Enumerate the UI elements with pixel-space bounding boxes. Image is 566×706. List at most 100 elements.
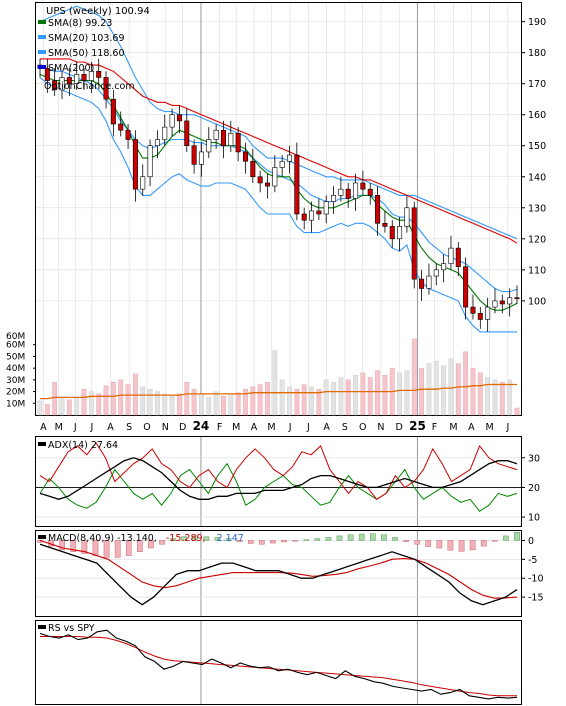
volume-bar bbox=[507, 379, 513, 416]
volume-tick-label: 60M bbox=[6, 341, 25, 351]
candle-body bbox=[52, 80, 58, 91]
adx-title: ADX(14) 27.64 bbox=[48, 440, 118, 451]
macd-histogram-bar bbox=[236, 540, 243, 542]
macd-histogram-bar bbox=[514, 532, 520, 541]
macd-histogram-bar bbox=[325, 537, 332, 541]
volume-bar bbox=[66, 399, 72, 416]
volume-bar bbox=[477, 372, 483, 416]
legend-sma200: SMA(200) bbox=[48, 63, 94, 74]
macd-histogram-bar bbox=[281, 540, 287, 543]
price-tick-label: 150 bbox=[528, 141, 546, 152]
volume-bar bbox=[404, 370, 410, 416]
macd-histogram-bar bbox=[270, 540, 276, 544]
x-tick-label: D bbox=[179, 422, 186, 433]
x-tick-label: 25 bbox=[409, 419, 426, 433]
volume-bar bbox=[59, 398, 65, 416]
x-tick-label: M bbox=[486, 422, 494, 433]
x-tick-label: J bbox=[505, 422, 509, 433]
volume-bar bbox=[103, 385, 109, 416]
macd-histogram-bar bbox=[347, 534, 354, 541]
candle-body bbox=[287, 154, 293, 162]
macd-histogram-bar bbox=[503, 535, 509, 541]
candle-body bbox=[198, 151, 204, 165]
adx-tick-label: 30 bbox=[528, 453, 540, 464]
candle-body bbox=[140, 176, 146, 190]
volume-bar bbox=[470, 367, 476, 416]
legend-sma20: SMA(20) 103.69 bbox=[48, 33, 125, 44]
candle-body bbox=[294, 154, 300, 215]
macd-histogram-bar bbox=[392, 537, 398, 541]
volume-bar bbox=[331, 382, 336, 416]
macd-hist-value: 2.147 bbox=[217, 533, 244, 544]
x-tick-label: O bbox=[143, 422, 150, 433]
macd-signal-value: -15.289, bbox=[166, 533, 206, 544]
candle-body bbox=[162, 126, 168, 140]
volume-bar bbox=[213, 391, 219, 416]
x-tick-label: A bbox=[40, 422, 47, 433]
volume-bar bbox=[360, 372, 366, 416]
candle-body bbox=[411, 207, 417, 280]
x-tick-label: D bbox=[396, 422, 403, 433]
candle-body bbox=[323, 201, 329, 215]
macd-histogram-bar bbox=[159, 540, 165, 545]
x-tick-label: A bbox=[107, 422, 114, 433]
candle-body bbox=[242, 151, 248, 162]
adx-legend-swatch bbox=[38, 442, 46, 446]
candle-body bbox=[426, 275, 432, 289]
macd-histogram-bar bbox=[125, 540, 132, 556]
candle-body bbox=[66, 77, 72, 84]
price-tick-label: 100 bbox=[528, 296, 546, 307]
lower-band-line bbox=[39, 77, 517, 333]
macd-histogram-bar bbox=[192, 535, 199, 541]
volume-bar bbox=[441, 365, 447, 416]
candle-body bbox=[507, 297, 513, 305]
candle-body bbox=[404, 207, 410, 227]
x-tick-label: S bbox=[342, 422, 348, 433]
candle-body bbox=[59, 77, 65, 91]
volume-bar bbox=[184, 382, 190, 416]
candle-body bbox=[191, 145, 197, 165]
candle-body bbox=[96, 70, 102, 78]
x-tick-label: M bbox=[449, 422, 457, 433]
adx-panel-frame bbox=[35, 436, 522, 527]
candle-body bbox=[345, 188, 351, 199]
price-tick-label: 110 bbox=[528, 265, 546, 276]
volume-bar bbox=[272, 350, 278, 416]
x-tick-label: F bbox=[432, 422, 437, 433]
x-tick-label: O bbox=[359, 422, 366, 433]
macd-histogram-bar bbox=[292, 540, 298, 542]
macd-histogram-bar bbox=[358, 533, 365, 541]
volume-bar bbox=[250, 386, 256, 416]
candle-body bbox=[220, 129, 226, 147]
macd-histogram-bar bbox=[403, 540, 409, 542]
rs-legend-swatch bbox=[38, 625, 46, 629]
volume-bar bbox=[162, 393, 168, 416]
price-tick-label: 180 bbox=[528, 48, 546, 59]
volume-bar bbox=[316, 389, 322, 416]
candle-body bbox=[250, 160, 256, 178]
candle-body bbox=[110, 98, 116, 125]
price-tick-label: 140 bbox=[528, 172, 546, 183]
macd-histogram-bar bbox=[214, 537, 221, 541]
macd-title: MACD(8,40,9) -13.140, -15.289, 2.147 bbox=[48, 533, 244, 544]
x-tick-label: J bbox=[89, 422, 93, 433]
macd-histogram-bar bbox=[70, 540, 77, 552]
x-tick-label: J bbox=[306, 422, 310, 433]
volume-bar bbox=[287, 386, 292, 416]
volume-bar bbox=[279, 379, 285, 416]
volume-bar bbox=[243, 389, 248, 416]
sma20-line bbox=[39, 64, 518, 293]
x-tick-label: M bbox=[267, 422, 275, 433]
candle-body bbox=[74, 74, 80, 84]
watermark: OptionChance.com bbox=[44, 81, 135, 92]
upper-band-line bbox=[39, 5, 518, 240]
volume-bar bbox=[221, 396, 226, 416]
macd-histogram-bar bbox=[469, 540, 476, 551]
minus-di-line bbox=[39, 442, 518, 500]
macd-legend-swatch bbox=[38, 535, 46, 539]
volume-tick-label: 30M bbox=[6, 376, 25, 386]
volume-bar bbox=[44, 404, 50, 416]
volume-bar bbox=[177, 393, 182, 416]
volume-bar bbox=[74, 397, 80, 416]
